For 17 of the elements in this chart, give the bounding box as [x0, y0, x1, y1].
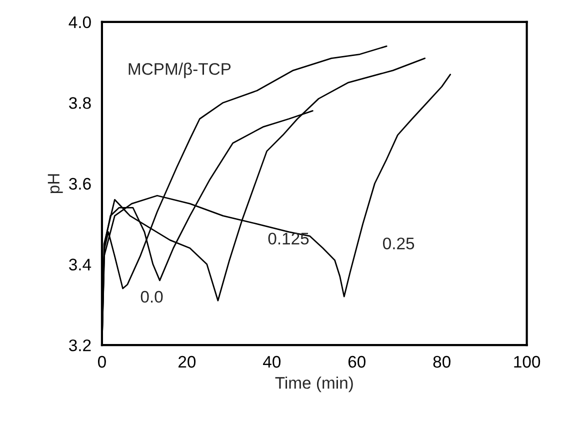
annotation: 0.25 [383, 238, 414, 250]
annotation: 0.0 [140, 290, 163, 303]
y-tick-label: 4.0 [68, 16, 91, 28]
annotation: 0.125 [268, 232, 309, 245]
y-tick-label: 3.4 [69, 258, 92, 270]
y-tick-label: 3.2 [69, 339, 91, 352]
x-tick-label: 0 [98, 356, 106, 368]
y-tick-label: 3.8 [69, 97, 91, 109]
x-tick-label: 20 [178, 356, 196, 368]
x-axis-title: Time (min) [275, 376, 353, 392]
y-tick-label: 3.6 [69, 178, 91, 190]
x-tick-label: 40 [263, 356, 281, 368]
x-tick-label: 100 [514, 356, 540, 368]
x-tick-label: 80 [433, 356, 450, 368]
annotation: MCPM/β-TCP [128, 62, 231, 78]
x-tick-label: 60 [348, 356, 366, 368]
y-axis-title: pH [48, 174, 63, 194]
